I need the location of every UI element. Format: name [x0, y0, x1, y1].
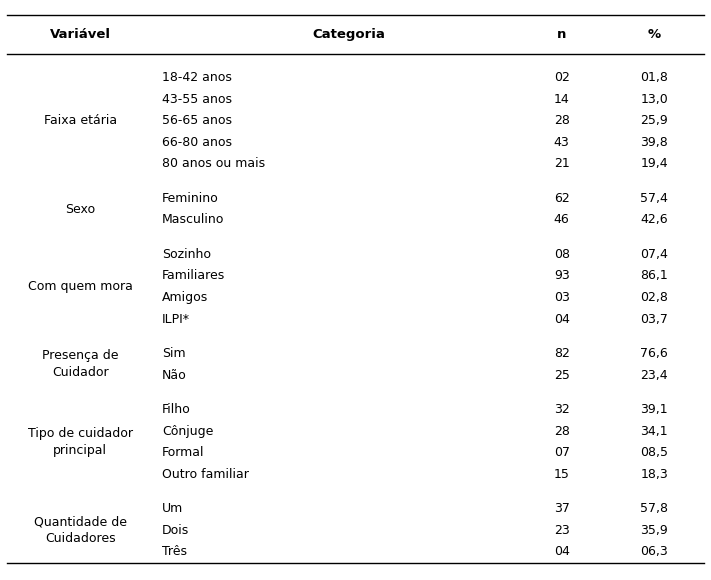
Text: ILPI*: ILPI*: [162, 313, 190, 325]
Text: Dois: Dois: [162, 524, 189, 536]
Text: 02: 02: [554, 71, 570, 84]
Text: 43-55 anos: 43-55 anos: [162, 93, 232, 106]
Text: 19,4: 19,4: [641, 157, 668, 171]
Text: Outro familiar: Outro familiar: [162, 467, 249, 481]
Text: 82: 82: [554, 347, 570, 360]
Text: 57,8: 57,8: [640, 502, 668, 515]
Text: 15: 15: [554, 467, 570, 481]
Text: Formal: Formal: [162, 446, 205, 459]
Text: 28: 28: [554, 114, 570, 127]
Text: 46: 46: [554, 213, 570, 226]
Text: %: %: [648, 28, 661, 41]
Text: Não: Não: [162, 368, 187, 382]
Text: Sozinho: Sozinho: [162, 248, 211, 261]
Text: 18-42 anos: 18-42 anos: [162, 71, 232, 84]
Text: 62: 62: [554, 192, 570, 205]
Text: 43: 43: [554, 136, 570, 149]
Text: Categoria: Categoria: [312, 28, 385, 41]
Text: 32: 32: [554, 403, 570, 416]
Text: 03,7: 03,7: [640, 313, 668, 325]
Text: 86,1: 86,1: [640, 269, 668, 282]
Text: 08,5: 08,5: [640, 446, 668, 459]
Text: Presença de
Cuidador: Presença de Cuidador: [42, 349, 119, 379]
Text: Três: Três: [162, 545, 187, 559]
Text: Quantidade de
Cuidadores: Quantidade de Cuidadores: [34, 515, 127, 545]
Text: 04: 04: [554, 313, 570, 325]
Text: 06,3: 06,3: [640, 545, 668, 559]
Text: Familiares: Familiares: [162, 269, 225, 282]
Text: 80 anos ou mais: 80 anos ou mais: [162, 157, 265, 171]
Text: 56-65 anos: 56-65 anos: [162, 114, 232, 127]
Text: Um: Um: [162, 502, 183, 515]
Text: Feminino: Feminino: [162, 192, 219, 205]
Text: Com quem mora: Com quem mora: [28, 280, 133, 293]
Text: 23,4: 23,4: [641, 368, 668, 382]
Text: Variável: Variável: [50, 28, 111, 41]
Text: Sim: Sim: [162, 347, 186, 360]
Text: 42,6: 42,6: [641, 213, 668, 226]
Text: 66-80 anos: 66-80 anos: [162, 136, 232, 149]
Text: 03: 03: [554, 291, 570, 304]
Text: Amigos: Amigos: [162, 291, 208, 304]
Text: 39,1: 39,1: [641, 403, 668, 416]
Text: Cônjuge: Cônjuge: [162, 425, 213, 437]
Text: Masculino: Masculino: [162, 213, 225, 226]
Text: 28: 28: [554, 425, 570, 437]
Text: 23: 23: [554, 524, 570, 536]
Text: 18,3: 18,3: [640, 467, 668, 481]
Text: 76,6: 76,6: [640, 347, 668, 360]
Text: 14: 14: [554, 93, 570, 106]
Text: 07: 07: [554, 446, 570, 459]
Text: Sexo: Sexo: [65, 202, 95, 216]
Text: 35,9: 35,9: [640, 524, 668, 536]
Text: 25: 25: [554, 368, 570, 382]
Text: 25,9: 25,9: [640, 114, 668, 127]
Text: 39,8: 39,8: [640, 136, 668, 149]
Text: 21: 21: [554, 157, 570, 171]
Text: 13,0: 13,0: [640, 93, 668, 106]
Text: 07,4: 07,4: [640, 248, 668, 261]
Text: 08: 08: [554, 248, 570, 261]
Text: 01,8: 01,8: [640, 71, 668, 84]
Text: 04: 04: [554, 545, 570, 559]
Text: Faixa etária: Faixa etária: [44, 114, 117, 127]
Text: Tipo de cuidador
principal: Tipo de cuidador principal: [28, 427, 133, 457]
Text: Filho: Filho: [162, 403, 191, 416]
Text: 57,4: 57,4: [640, 192, 668, 205]
Text: n: n: [557, 28, 567, 41]
Text: 37: 37: [554, 502, 570, 515]
Text: 02,8: 02,8: [640, 291, 668, 304]
Text: 34,1: 34,1: [641, 425, 668, 437]
Text: 93: 93: [554, 269, 570, 282]
